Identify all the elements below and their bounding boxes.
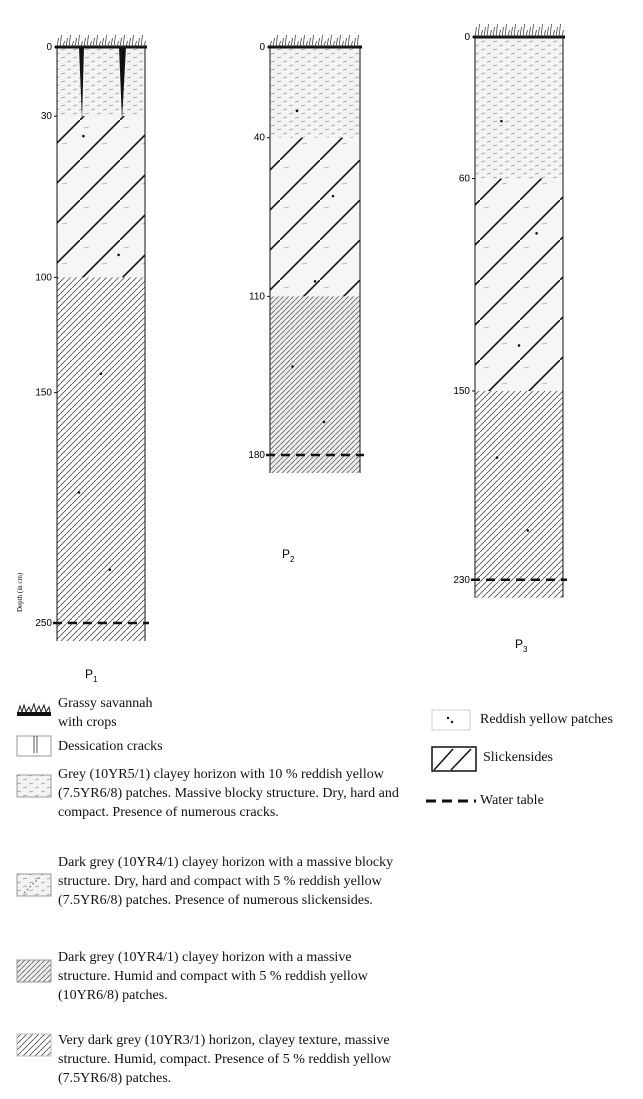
depth-label: 150: [35, 388, 52, 399]
depth-label: 40: [254, 133, 266, 144]
patch: [500, 120, 503, 123]
depth-label: 30: [41, 111, 53, 122]
slickensides-icon: [431, 746, 477, 772]
horizon: [57, 47, 145, 116]
horizon: [475, 37, 563, 179]
depth-label: 0: [464, 32, 470, 43]
patch: [496, 456, 499, 459]
patch: [535, 232, 538, 235]
profile-label: P2: [282, 547, 295, 564]
water-table-icon: [426, 798, 476, 804]
profile-letter: P: [85, 667, 93, 681]
profile-index: 3: [523, 645, 528, 654]
patch: [314, 280, 317, 283]
profiles-diagram: 030100150250P1040110180P2060150230P3Dept…: [0, 0, 643, 690]
patch: [117, 254, 120, 257]
grass: [475, 24, 564, 37]
horizon: [270, 138, 360, 297]
patch: [100, 372, 103, 375]
depth-label: 0: [46, 42, 52, 53]
horizon: [57, 116, 145, 277]
cracks-icon: [16, 735, 52, 757]
legend-text: Grassy savannah with crops: [58, 694, 178, 732]
page: 030100150250P1040110180P2060150230P3Dept…: [0, 0, 643, 1099]
profile-letter: P: [282, 547, 290, 561]
legend-text: Dark grey (10YR4/1) clayey horizon with …: [58, 853, 403, 910]
patches-icon: [431, 709, 471, 731]
grass: [270, 35, 359, 47]
horizon: [57, 277, 145, 641]
depth-label: 100: [35, 272, 52, 283]
profile-index: 1: [93, 675, 98, 684]
horizon: [270, 47, 360, 138]
slickenside-horizon-icon: [16, 873, 52, 897]
patch: [518, 344, 521, 347]
legend-text: Water table: [480, 791, 544, 810]
depth-label: 110: [249, 291, 265, 302]
depth-label: 250: [35, 618, 52, 629]
patch: [109, 568, 112, 571]
horizon: [475, 179, 563, 391]
grass-icon: [16, 703, 52, 719]
patch: [82, 135, 85, 138]
patch: [527, 529, 530, 532]
profile-label: P3: [515, 637, 528, 654]
legend-text: Dessication cracks: [58, 737, 358, 756]
grey-horizon-icon: [16, 774, 52, 798]
patch: [323, 421, 326, 424]
grass: [57, 35, 146, 47]
legend-text: Slickensides: [483, 748, 553, 767]
horizon: [270, 296, 360, 473]
patch: [78, 491, 81, 494]
legend-text: Reddish yellow patches: [480, 710, 613, 729]
axis-label: Depth (in cm): [16, 572, 24, 612]
horizon: [475, 391, 563, 598]
depth-label: 0: [259, 42, 265, 53]
patch: [332, 195, 335, 198]
profile-label: P1: [85, 667, 98, 684]
legend-text: Grey (10YR5/1) clayey horizon with 10 % …: [58, 765, 403, 822]
humid-horizon-icon: [16, 959, 52, 983]
depth-label: 150: [453, 386, 470, 397]
profile-index: 2: [290, 555, 295, 564]
depth-label: 60: [459, 174, 471, 185]
very-dark-horizon-icon: [16, 1033, 52, 1057]
legend-text: Very dark grey (10YR3/1) horizon, clayey…: [58, 1031, 403, 1088]
depth-label: 180: [248, 450, 265, 461]
patch: [291, 365, 294, 368]
legend-text: Dark grey (10YR4/1) clayey horizon with …: [58, 948, 403, 1005]
patch: [296, 110, 299, 113]
depth-label: 230: [453, 575, 470, 586]
profile-letter: P: [515, 637, 523, 651]
